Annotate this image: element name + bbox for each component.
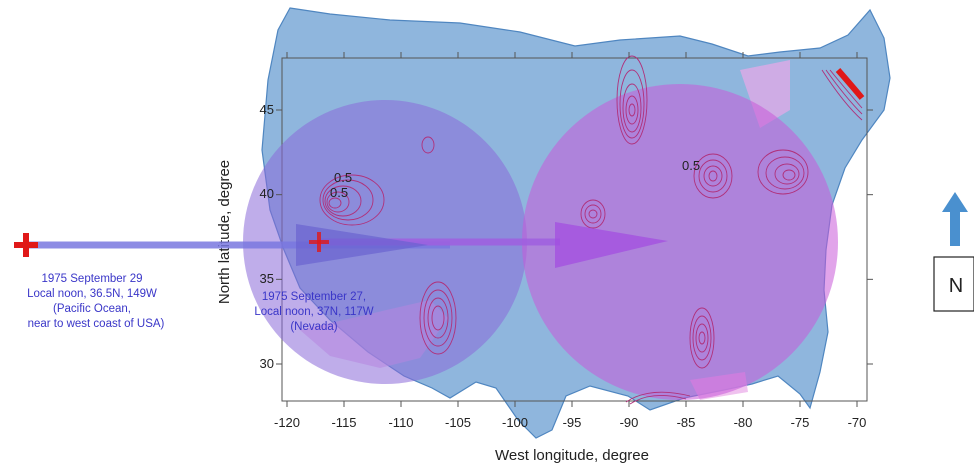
y-tick-label: 35 bbox=[260, 271, 274, 286]
contour-cluster-gulf bbox=[625, 391, 691, 405]
contour-label: 0.5 bbox=[330, 185, 348, 200]
contour-cluster-north-central bbox=[616, 55, 648, 145]
x-tick-label: -105 bbox=[445, 415, 471, 430]
north-label: N bbox=[949, 275, 963, 297]
y-tick-label: 40 bbox=[260, 186, 274, 201]
contour-small-west bbox=[421, 136, 435, 154]
x-tick-label: -95 bbox=[563, 415, 582, 430]
y-tick-marks bbox=[276, 109, 873, 365]
annotation-pacific-line-4: near to west coast of USA) bbox=[28, 318, 165, 330]
contour-cluster-northeast bbox=[821, 68, 865, 121]
x-tick-label: -100 bbox=[502, 415, 528, 430]
y-tick-label: 45 bbox=[260, 102, 274, 117]
x-axis-title: West longitude, degree bbox=[495, 447, 649, 464]
x-tick-label: -80 bbox=[734, 415, 753, 430]
annotation-nevada-line-3: (Nevada) bbox=[290, 321, 337, 333]
contour-label: 0.5 bbox=[682, 158, 700, 173]
annotation-pacific-line-1: 1975 September 29 bbox=[41, 273, 142, 285]
x-tick-label: -85 bbox=[677, 415, 696, 430]
x-tick-label: -70 bbox=[848, 415, 867, 430]
annotation-pacific-line-3: (Pacific Ocean, bbox=[53, 303, 131, 315]
trajectory-arrowhead-west bbox=[296, 224, 428, 266]
contour-cluster-west bbox=[319, 174, 385, 226]
x-tick-marks bbox=[286, 52, 858, 407]
contour-cluster-east-central bbox=[693, 153, 733, 199]
x-tick-label: -110 bbox=[388, 415, 413, 430]
y-axis-title: North latitude, degree bbox=[216, 160, 233, 304]
annotation-nevada-line-2: Local noon, 37N, 117W bbox=[254, 306, 373, 318]
contour-cluster-east bbox=[757, 149, 809, 195]
annotation-pacific-line-2: Local noon, 36.5N, 149W bbox=[27, 288, 157, 300]
x-tick-label: -115 bbox=[331, 415, 356, 430]
pink-region-right bbox=[740, 60, 790, 128]
contour-cluster-southwest bbox=[419, 281, 457, 355]
contour-cluster-central bbox=[580, 199, 606, 229]
north-label-box bbox=[933, 256, 974, 312]
north-arrow-icon bbox=[942, 192, 968, 246]
coverage-circle-right bbox=[522, 84, 838, 400]
y-tick-label: 30 bbox=[260, 356, 274, 371]
trajectory-arrowhead-east bbox=[555, 222, 668, 268]
marker-nevada bbox=[309, 232, 329, 252]
x-tick-label: -75 bbox=[791, 415, 810, 430]
annotation-nevada-line-1: 1975 September 27, bbox=[262, 291, 366, 303]
marker-pacific bbox=[14, 233, 38, 257]
x-tick-label: -120 bbox=[274, 415, 300, 430]
contour-cluster-south bbox=[689, 307, 715, 369]
x-tick-label: -90 bbox=[620, 415, 639, 430]
contour-label: 0.5 bbox=[334, 170, 352, 185]
